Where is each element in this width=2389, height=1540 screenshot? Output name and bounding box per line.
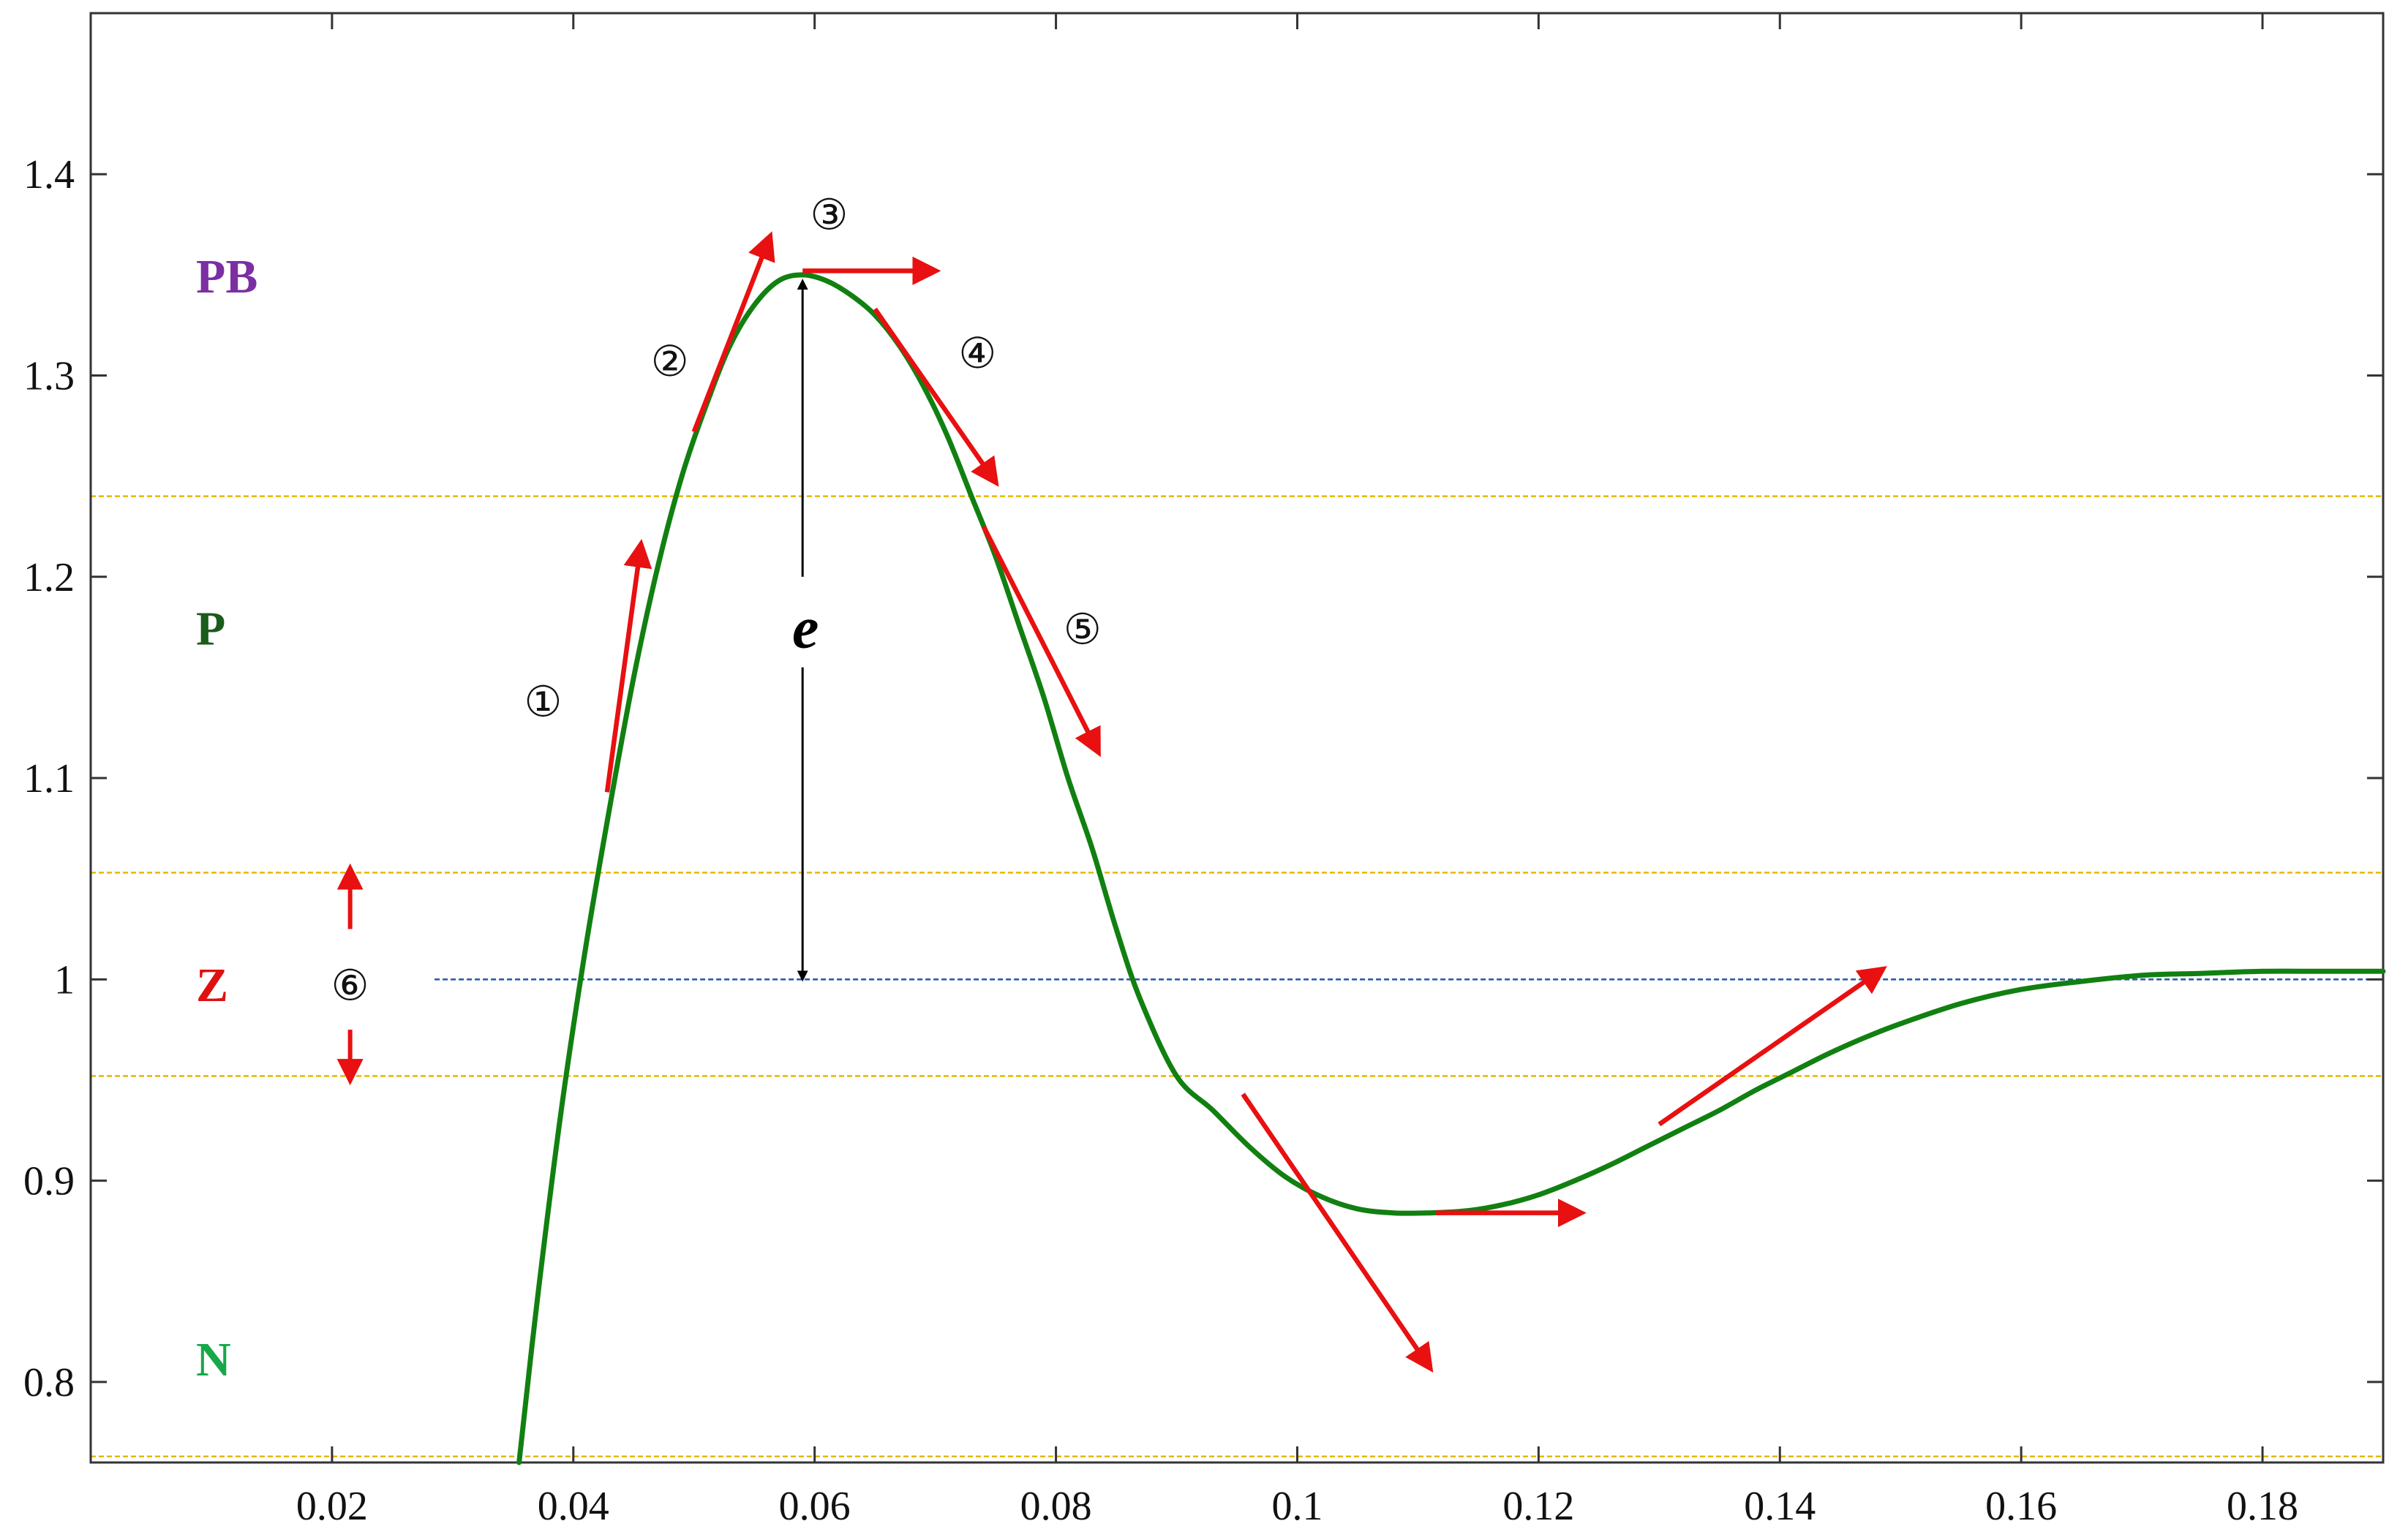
step-label: ① xyxy=(524,676,563,726)
y-tick-label: 1 xyxy=(54,957,75,1003)
x-tick-label: 0.02 xyxy=(296,1484,368,1529)
x-tick-label: 0.08 xyxy=(1020,1484,1092,1529)
error-label: e xyxy=(792,595,819,661)
tangent-arrow xyxy=(1241,1092,1434,1373)
zone-label-n: N xyxy=(196,1333,231,1386)
plot-frame xyxy=(89,12,2385,1464)
x-tick-label: 0.14 xyxy=(1744,1484,1816,1529)
zone-label-pb: PB xyxy=(196,250,257,303)
y-tick-label: 1.4 xyxy=(23,152,75,197)
y-tick-label: 1.3 xyxy=(23,354,75,399)
y-tick-label: 1.1 xyxy=(23,756,75,801)
tangent-arrow xyxy=(981,525,1101,758)
tangent-arrow xyxy=(691,231,775,433)
zone-label-z: Z xyxy=(196,959,228,1012)
y-tick-label: 1.2 xyxy=(23,555,75,600)
step-label: ④ xyxy=(958,328,996,378)
step-label: ② xyxy=(651,336,689,386)
x-tick-label: 0.16 xyxy=(1985,1484,2057,1529)
x-tick-label: 0.12 xyxy=(1502,1484,1574,1529)
x-tick-label: 0.06 xyxy=(779,1484,851,1529)
y-tick-label: 0.9 xyxy=(23,1159,75,1204)
response-curve-line xyxy=(516,272,2386,1465)
x-tick-label: 0.04 xyxy=(538,1484,609,1529)
step-label: ⑥ xyxy=(331,961,369,1011)
x-tick-label: 0.1 xyxy=(1271,1484,1323,1529)
step-label: ③ xyxy=(810,189,848,239)
y-tick-label: 0.8 xyxy=(23,1360,75,1405)
tangent-arrow xyxy=(1658,966,1887,1127)
tangent-arrow xyxy=(604,539,652,793)
x-tick-label: 0.18 xyxy=(2227,1484,2298,1529)
zone-label-p: P xyxy=(196,603,225,656)
step-label: ⑤ xyxy=(1064,604,1102,654)
tangent-arrow xyxy=(873,307,999,487)
